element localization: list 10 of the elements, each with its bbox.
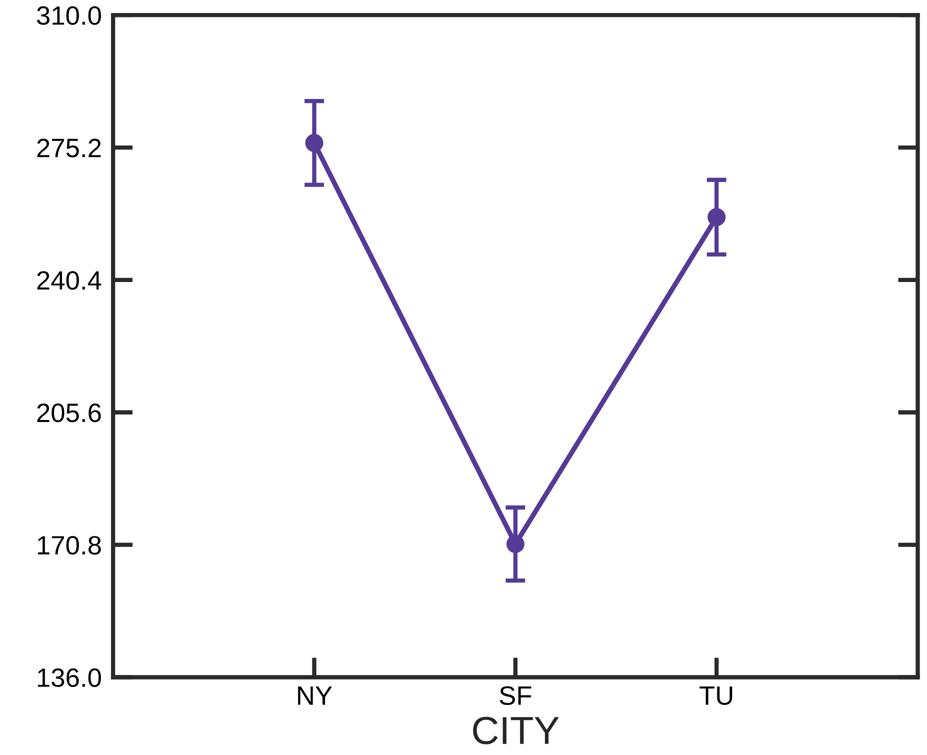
x-axis-title: CITY bbox=[473, 716, 559, 744]
y-tick-label: 170.8 bbox=[38, 536, 101, 555]
x-tick-label: SF bbox=[500, 686, 532, 705]
y-tick-label: 310.0 bbox=[36, 6, 101, 25]
y-tick-label: 205.6 bbox=[37, 404, 101, 422]
y-tick-label: 136.0 bbox=[38, 668, 101, 688]
y-tick-label: 275.2 bbox=[37, 138, 101, 158]
x-tick-label: TU bbox=[700, 686, 732, 705]
x-tick-label: NY bbox=[298, 686, 332, 705]
y-tick-label: 240.4 bbox=[37, 271, 102, 290]
